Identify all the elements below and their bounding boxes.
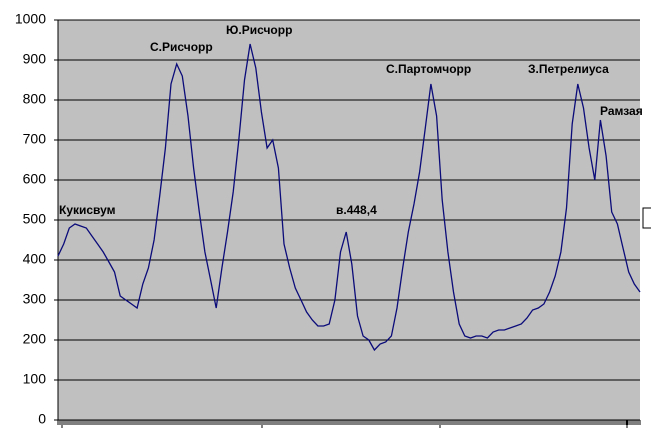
annotation: С.Рисчорр [150, 40, 213, 54]
annotation: Рамзая [600, 104, 643, 118]
y-tick-label: 1000 [15, 11, 46, 27]
y-tick-label: 400 [23, 251, 47, 267]
annotation: С.Партомчорр [386, 62, 471, 76]
annotation: Ю.Рисчорр [226, 23, 292, 37]
legend-fragment [642, 207, 651, 229]
y-tick-label: 100 [23, 371, 47, 387]
elevation-line [57, 43, 641, 352]
y-tick-label: 800 [23, 91, 47, 107]
y-tick-label: 300 [23, 291, 47, 307]
y-tick-label: 600 [23, 171, 47, 187]
annotation: в.448,4 [336, 203, 377, 217]
y-tick-label: 700 [23, 131, 47, 147]
y-tick-label: 200 [23, 331, 47, 347]
y-tick-label: 0 [38, 411, 46, 427]
annotation: З.Петрелиуса [528, 62, 609, 76]
y-tick-label: 500 [23, 211, 47, 227]
annotation: Кукисвум [59, 203, 116, 217]
y-tick-label: 900 [23, 51, 47, 67]
